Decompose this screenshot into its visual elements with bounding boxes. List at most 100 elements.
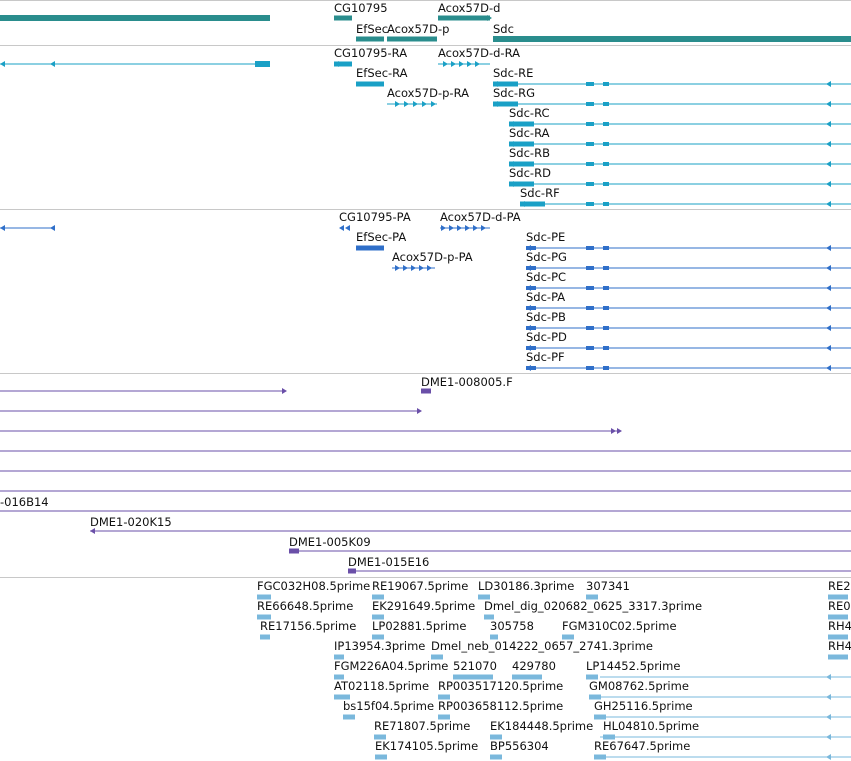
- strand-arrow[interactable]: [826, 365, 831, 371]
- est-block[interactable]: [372, 594, 384, 600]
- exon-block[interactable]: [356, 81, 384, 87]
- est-label[interactable]: RH4: [828, 619, 851, 633]
- strand-arrow[interactable]: [334, 61, 339, 67]
- strand-arrow[interactable]: [826, 81, 831, 87]
- est-block[interactable]: [372, 634, 384, 640]
- exon-block[interactable]: [586, 246, 594, 250]
- strand-arrow[interactable]: [826, 265, 831, 271]
- gene-block[interactable]: [356, 36, 384, 42]
- est-label[interactable]: RP003658112.5prime: [438, 699, 564, 713]
- est-block[interactable]: [343, 714, 355, 720]
- exon-block[interactable]: [586, 82, 594, 86]
- est-label[interactable]: RH4: [828, 639, 851, 653]
- gene-block[interactable]: [334, 15, 352, 21]
- exon-block[interactable]: [520, 201, 545, 207]
- est-label[interactable]: RE71807.5prime: [374, 719, 471, 733]
- strand-arrow[interactable]: [509, 141, 514, 147]
- strand-arrow[interactable]: [526, 245, 531, 251]
- transcript-label[interactable]: Acox57D-d-RA: [438, 46, 520, 60]
- est-label[interactable]: LD30186.3prime: [478, 579, 575, 593]
- protein-label[interactable]: Sdc-PC: [526, 270, 567, 284]
- est-block[interactable]: [334, 694, 350, 700]
- transcript-label[interactable]: Sdc-RA: [509, 126, 550, 140]
- clone-label[interactable]: DME1-015E16: [348, 555, 430, 569]
- exon-block[interactable]: [255, 61, 270, 67]
- est-label[interactable]: EK291649.5prime: [372, 599, 476, 613]
- strand-arrow[interactable]: [520, 201, 525, 207]
- strand-arrow[interactable]: [526, 285, 531, 291]
- est-label[interactable]: EK174105.5prime: [375, 739, 479, 753]
- strand-arrow[interactable]: [826, 161, 831, 167]
- strand-arrow[interactable]: [417, 408, 422, 414]
- exon-block[interactable]: [586, 162, 594, 166]
- strand-arrow[interactable]: [826, 714, 831, 720]
- strand-arrow[interactable]: [826, 325, 831, 331]
- exon-block[interactable]: [603, 286, 609, 290]
- est-block[interactable]: [490, 734, 502, 740]
- est-label[interactable]: IP13954.3prime: [334, 639, 426, 653]
- strand-arrow[interactable]: [611, 428, 616, 434]
- strand-arrow[interactable]: [0, 61, 5, 67]
- est-label[interactable]: 305758: [490, 619, 534, 633]
- exon-block[interactable]: [603, 246, 609, 250]
- strand-arrow[interactable]: [509, 161, 514, 167]
- strand-arrow[interactable]: [345, 225, 350, 231]
- exon-block[interactable]: [603, 346, 609, 350]
- exon-block[interactable]: [603, 162, 609, 166]
- strand-arrow[interactable]: [493, 36, 498, 42]
- est-block[interactable]: [586, 674, 598, 680]
- exon-block[interactable]: [493, 101, 518, 107]
- exon-block[interactable]: [586, 142, 594, 146]
- strand-arrow[interactable]: [826, 101, 831, 107]
- strand-arrow[interactable]: [526, 305, 531, 311]
- est-block[interactable]: [438, 694, 450, 700]
- est-block[interactable]: [589, 694, 601, 700]
- transcript-label[interactable]: Sdc-RB: [509, 146, 550, 160]
- est-block[interactable]: [828, 614, 848, 620]
- exon-block[interactable]: [586, 346, 594, 350]
- gene-label[interactable]: EfSec: [356, 22, 389, 36]
- gene-block[interactable]: [0, 15, 270, 21]
- est-label[interactable]: GM08762.5prime: [589, 679, 689, 693]
- exon-block[interactable]: [586, 202, 594, 206]
- est-label[interactable]: HL04810.5prime: [603, 719, 700, 733]
- protein-label[interactable]: Sdc-PD: [526, 330, 567, 344]
- strand-arrow[interactable]: [509, 121, 514, 127]
- exon-block[interactable]: [493, 81, 518, 87]
- est-label[interactable]: RE19067.5prime: [372, 579, 469, 593]
- strand-arrow[interactable]: [617, 428, 622, 434]
- exon-block[interactable]: [586, 286, 594, 290]
- est-label[interactable]: RE66648.5prime: [257, 599, 354, 613]
- exon-block[interactable]: [509, 181, 534, 187]
- strand-arrow[interactable]: [826, 181, 831, 187]
- est-block[interactable]: [257, 614, 271, 620]
- est-label[interactable]: GH25116.5prime: [594, 699, 693, 713]
- est-block[interactable]: [372, 614, 384, 620]
- clone-label[interactable]: -016B14: [0, 495, 49, 509]
- exon-block[interactable]: [603, 102, 609, 106]
- exon-block[interactable]: [603, 142, 609, 146]
- exon-block[interactable]: [603, 326, 609, 330]
- est-label[interactable]: EK184448.5prime: [490, 719, 594, 733]
- est-block[interactable]: [334, 654, 344, 660]
- transcript-label[interactable]: CG10795-RA: [334, 46, 408, 60]
- transcript-label[interactable]: Sdc-RG: [493, 86, 535, 100]
- exon-block[interactable]: [586, 326, 594, 330]
- clone-label[interactable]: DME1-005K09: [289, 535, 371, 549]
- est-label[interactable]: FGM310C02.5prime: [562, 619, 677, 633]
- protein-label[interactable]: Acox57D-d-PA: [440, 210, 521, 224]
- exon-block[interactable]: [509, 121, 534, 127]
- strand-arrow[interactable]: [50, 225, 55, 231]
- strand-arrow[interactable]: [526, 345, 531, 351]
- strand-arrow[interactable]: [50, 61, 55, 67]
- strand-arrow[interactable]: [526, 325, 531, 331]
- strand-arrow[interactable]: [487, 15, 492, 21]
- transcript-label[interactable]: EfSec-RA: [356, 66, 408, 80]
- est-label[interactable]: 429780: [512, 659, 556, 673]
- strand-arrow[interactable]: [826, 734, 831, 740]
- gene-label[interactable]: Acox57D-p: [387, 22, 450, 36]
- est-block[interactable]: [586, 594, 598, 600]
- est-block[interactable]: [484, 614, 494, 620]
- protein-label[interactable]: CG10795-PA: [339, 210, 411, 224]
- est-block[interactable]: [490, 634, 498, 640]
